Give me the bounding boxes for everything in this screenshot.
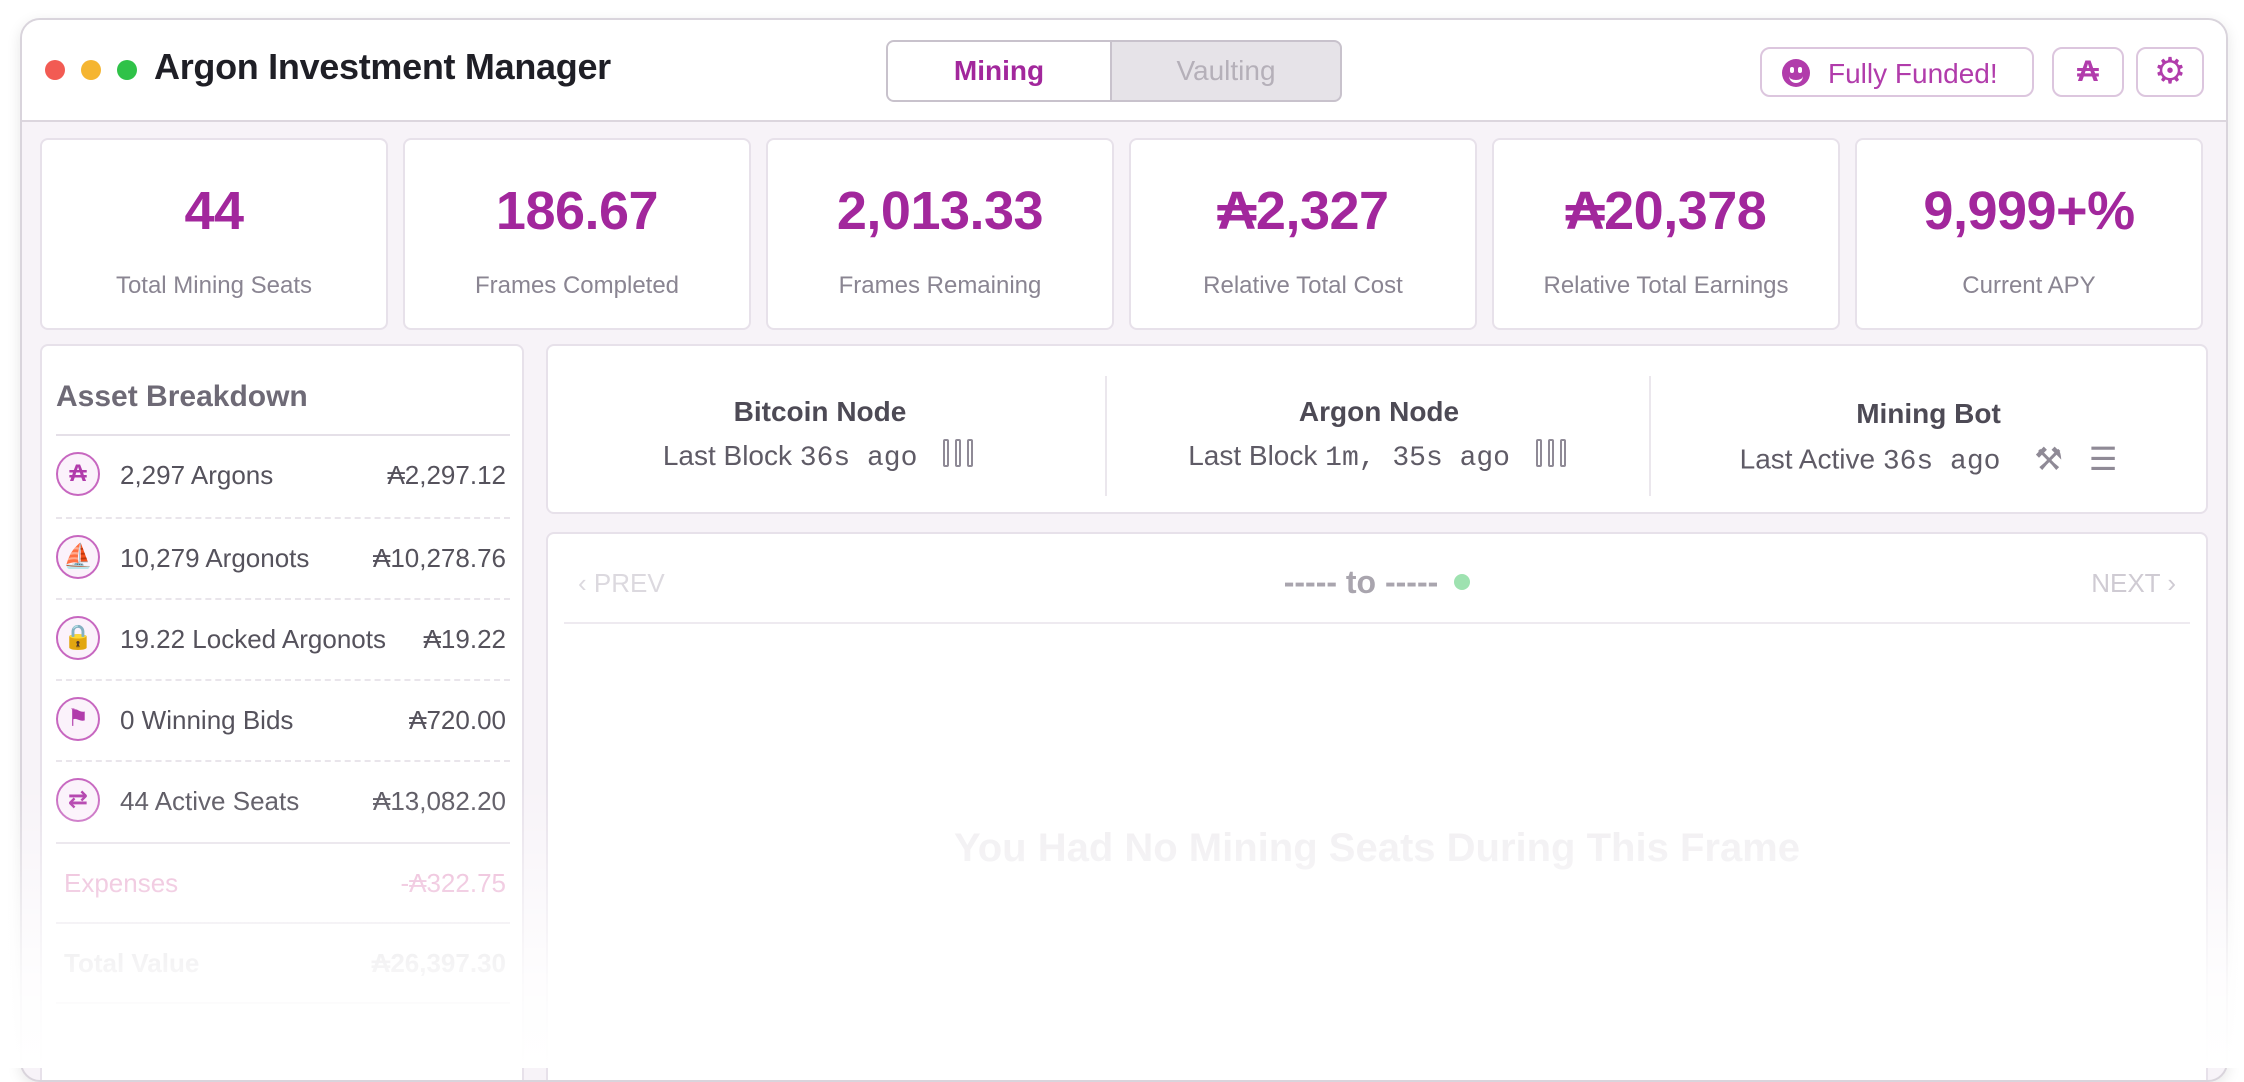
close-window-button[interactable] [45, 60, 65, 80]
stat-frames-remaining: 2,013.33 Frames Remaining [766, 138, 1114, 330]
asset-amount: ₳10,278.76 [372, 543, 506, 573]
maximize-window-button[interactable] [117, 60, 137, 80]
node-title: Mining Bot [1856, 398, 2001, 429]
asset-row-argons[interactable]: ₳ 2,297 Argons ₳2,297.12 [56, 436, 510, 516]
stat-current-apy: 9,999+% Current APY [1855, 138, 2203, 330]
stat-relative-total-cost: ₳2,327 Relative Total Cost [1129, 138, 1477, 330]
divider [1105, 376, 1107, 496]
gear-icon: ⚙ [2153, 50, 2187, 91]
bitcoin-node-status: Bitcoin Node Last Block 36s ago [548, 346, 1092, 512]
divider [564, 622, 2190, 624]
node-status-value: 36s ago [1882, 446, 2001, 478]
seat-icon: ⇄ [56, 778, 100, 822]
signal-bars-icon [943, 438, 977, 471]
locked-ship-icon: 🔒 [56, 616, 100, 660]
minimize-window-button[interactable] [81, 60, 101, 80]
total-value-amount: ₳26,397.30 [371, 948, 506, 978]
stat-total-mining-seats: 44 Total Mining Seats [40, 138, 388, 330]
asset-row-active-seats[interactable]: ⇄ 44 Active Seats ₳13,082.20 [56, 760, 510, 842]
asset-breakdown-panel: Asset Breakdown ₳ 2,297 Argons ₳2,297.12… [40, 344, 524, 1080]
stat-value: 9,999+% [1923, 181, 2135, 241]
mode-tabs: Mining Vaulting [886, 40, 1342, 102]
currency-button[interactable]: ₳ [2052, 47, 2124, 97]
stat-value: ₳20,378 [1565, 181, 1767, 241]
expenses-label: Expenses [64, 868, 179, 898]
stat-frames-completed: 186.67 Frames Completed [403, 138, 751, 330]
asset-name: 44 Active Seats [120, 786, 300, 816]
total-value-label: Total Value [64, 948, 200, 978]
asset-name: 2,297 Argons [120, 460, 274, 490]
asset-amount: ₳13,082.20 [372, 786, 506, 816]
title-bar: Argon Investment Manager Mining Vaulting… [22, 20, 2226, 122]
frame-detail-panel: ‹ PREV ----- to ----- NEXT › You Had No … [546, 532, 2208, 1080]
expenses-amount: -₳322.75 [400, 868, 506, 898]
frame-range-label: ----- to ----- [1283, 564, 1439, 600]
asset-amount: ₳2,297.12 [387, 460, 506, 490]
argon-icon: ₳ [56, 452, 100, 496]
stat-value: 44 [184, 181, 244, 241]
asset-amount: ₳19.22 [423, 624, 506, 654]
asset-breakdown-title: Asset Breakdown [56, 380, 308, 413]
expenses-row: Expenses -₳322.75 [56, 842, 510, 924]
stat-value: 2,013.33 [836, 181, 1044, 241]
stat-label: Relative Total Earnings [1543, 272, 1789, 299]
node-status-value: 1m, 35s ago [1325, 443, 1510, 474]
divider [56, 1002, 510, 1004]
status-dot [1454, 573, 1471, 590]
node-status-label: Last Block [1188, 440, 1318, 471]
fully-funded-button[interactable]: Fully Funded! [1760, 47, 2034, 97]
node-title: Bitcoin Node [733, 396, 907, 427]
stat-value: 186.67 [495, 181, 659, 241]
fully-funded-label: Fully Funded! [1828, 58, 1998, 89]
tab-vaulting[interactable]: Vaulting [1176, 55, 1276, 86]
asset-name: 19.22 Locked Argonots [120, 624, 386, 654]
stat-label: Frames Completed [474, 272, 680, 299]
stat-label: Current APY [1962, 272, 2096, 299]
divider [56, 434, 510, 436]
asset-row-argonots[interactable]: ⛵ 10,279 Argonots ₳10,278.76 [56, 517, 510, 599]
asset-name: 10,279 Argonots [120, 543, 310, 573]
argon-node-status: Argon Node Last Block 1m, 35s ago [1107, 346, 1651, 512]
settings-button[interactable]: ⚙ [2136, 47, 2204, 97]
node-status: Last Block 36s ago [548, 438, 1092, 474]
frame-range: ----- to ----- [548, 564, 2206, 601]
argon-currency-icon: ₳ [2077, 55, 2099, 88]
asset-amount: ₳720.00 [409, 705, 506, 735]
prev-frame-button[interactable]: ‹ PREV [578, 568, 665, 599]
next-frame-button[interactable]: NEXT › [2091, 568, 2176, 599]
node-status-label: Last Block [662, 440, 792, 471]
node-status-label: Last Active [1739, 443, 1876, 475]
stat-value: ₳2,327 [1217, 181, 1389, 241]
next-label: NEXT [2091, 568, 2161, 598]
stat-relative-total-earnings: ₳20,378 Relative Total Earnings [1492, 138, 1840, 330]
total-value-row: Total Value ₳26,397.30 [56, 922, 510, 1004]
bid-icon: ⚑ [56, 697, 100, 741]
argonot-ship-icon: ⛵ [56, 535, 100, 579]
chevron-left-icon: ‹ [578, 568, 587, 598]
node-status-value: 36s ago [799, 443, 918, 474]
app-title: Argon Investment Manager [154, 46, 611, 87]
signal-bars-icon [1535, 438, 1570, 471]
gavel-icon[interactable]: ⚒ [2034, 441, 2063, 477]
node-title: Argon Node [1298, 396, 1460, 427]
prev-label: PREV [593, 568, 665, 598]
tab-mining[interactable]: Mining [888, 42, 1112, 100]
empty-frame-message: You Had No Mining Seats During This Fram… [954, 826, 1800, 870]
stat-label: Relative Total Cost [1203, 272, 1403, 299]
stat-label: Frames Remaining [838, 272, 1042, 299]
list-icon[interactable]: ☰ [2088, 441, 2118, 477]
node-status: Last Block 1m, 35s ago [1107, 438, 1651, 474]
node-status: Last Active 36s ago ⚒ ☰ [1651, 441, 2206, 480]
chevron-right-icon: › [2167, 568, 2176, 598]
asset-name: 0 Winning Bids [120, 705, 294, 735]
node-status-panel: Bitcoin Node Last Block 36s ago Argon No… [546, 344, 2208, 514]
asset-row-winning-bids[interactable]: ⚑ 0 Winning Bids ₳720.00 [56, 679, 510, 761]
stat-label: Total Mining Seats [115, 272, 313, 299]
mining-bot-status: Mining Bot Last Active 36s ago ⚒ ☰ [1651, 346, 2206, 512]
app-window: Argon Investment Manager Mining Vaulting… [20, 18, 2228, 1082]
divider [1649, 376, 1651, 496]
smile-icon [1782, 59, 1810, 87]
asset-row-locked-argonots[interactable]: 🔒 19.22 Locked Argonots ₳19.22 [56, 598, 510, 680]
